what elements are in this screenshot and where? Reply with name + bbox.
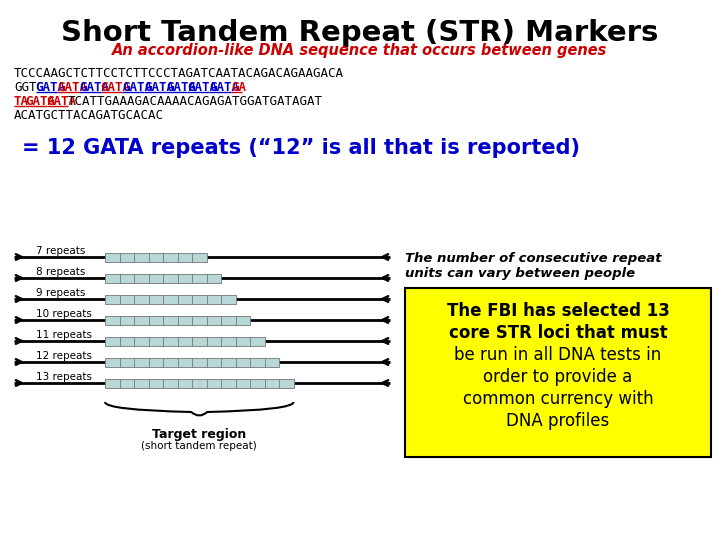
- Text: core STR loci that must: core STR loci that must: [449, 324, 667, 342]
- Text: GATA: GATA: [166, 81, 196, 94]
- Text: TCATTGAAAGACAAAACAGAGATGGATGATAGAT: TCATTGAAAGACAAAACAGAGATGGATGATAGAT: [68, 95, 323, 108]
- Text: GGTG: GGTG: [14, 81, 44, 94]
- Text: be run in all DNA tests in: be run in all DNA tests in: [454, 346, 662, 364]
- Text: GA: GA: [231, 81, 246, 94]
- Text: GATA: GATA: [58, 81, 87, 94]
- Text: GATA: GATA: [79, 81, 109, 94]
- Bar: [105, 315, 250, 325]
- Text: 10 repeats: 10 repeats: [36, 309, 92, 319]
- Text: The number of consecutive repeat
units can vary between people: The number of consecutive repeat units c…: [405, 252, 662, 280]
- Text: GATA: GATA: [187, 81, 217, 94]
- FancyBboxPatch shape: [405, 288, 711, 457]
- Text: TA: TA: [14, 95, 29, 108]
- Text: = 12 GATA repeats (“12” is all that is reported): = 12 GATA repeats (“12” is all that is r…: [22, 138, 580, 158]
- Text: GATA: GATA: [122, 81, 153, 94]
- Text: 9 repeats: 9 repeats: [36, 288, 86, 298]
- Text: TCCCAAGCTCTTCCTCTTCCCTAGATCAATACAGACAGAAGACA: TCCCAAGCTCTTCCTCTTCCCTAGATCAATACAGACAGAA…: [14, 67, 344, 80]
- Text: DNA profiles: DNA profiles: [506, 412, 610, 430]
- Text: GATA: GATA: [101, 81, 131, 94]
- Bar: [105, 273, 221, 282]
- Text: 7 repeats: 7 repeats: [36, 246, 86, 256]
- Text: Short Tandem Repeat (STR) Markers: Short Tandem Repeat (STR) Markers: [61, 19, 659, 47]
- Bar: [105, 294, 235, 303]
- Text: 12 repeats: 12 repeats: [36, 351, 92, 361]
- Bar: [105, 357, 279, 367]
- Bar: [105, 336, 264, 346]
- Text: An accordion-like DNA sequence that occurs between genes: An accordion-like DNA sequence that occu…: [112, 43, 608, 58]
- Text: 11 repeats: 11 repeats: [36, 330, 92, 340]
- Text: common currency with: common currency with: [463, 390, 653, 408]
- Text: GATA: GATA: [24, 95, 55, 108]
- Text: GATA: GATA: [47, 95, 76, 108]
- Bar: [105, 253, 207, 261]
- Text: GATA: GATA: [209, 81, 239, 94]
- Text: (short tandem repeat): (short tandem repeat): [141, 441, 257, 451]
- Text: Target region: Target region: [152, 428, 246, 441]
- Text: The FBI has selected 13: The FBI has selected 13: [446, 302, 670, 320]
- Text: 13 repeats: 13 repeats: [36, 372, 92, 382]
- Text: GATA: GATA: [36, 81, 66, 94]
- Text: order to provide a: order to provide a: [483, 368, 633, 386]
- Text: ACATGCTTACAGATGCACAC: ACATGCTTACAGATGCACAC: [14, 109, 164, 122]
- Bar: [105, 379, 294, 388]
- Text: 8 repeats: 8 repeats: [36, 267, 86, 277]
- Text: GATA: GATA: [144, 81, 174, 94]
